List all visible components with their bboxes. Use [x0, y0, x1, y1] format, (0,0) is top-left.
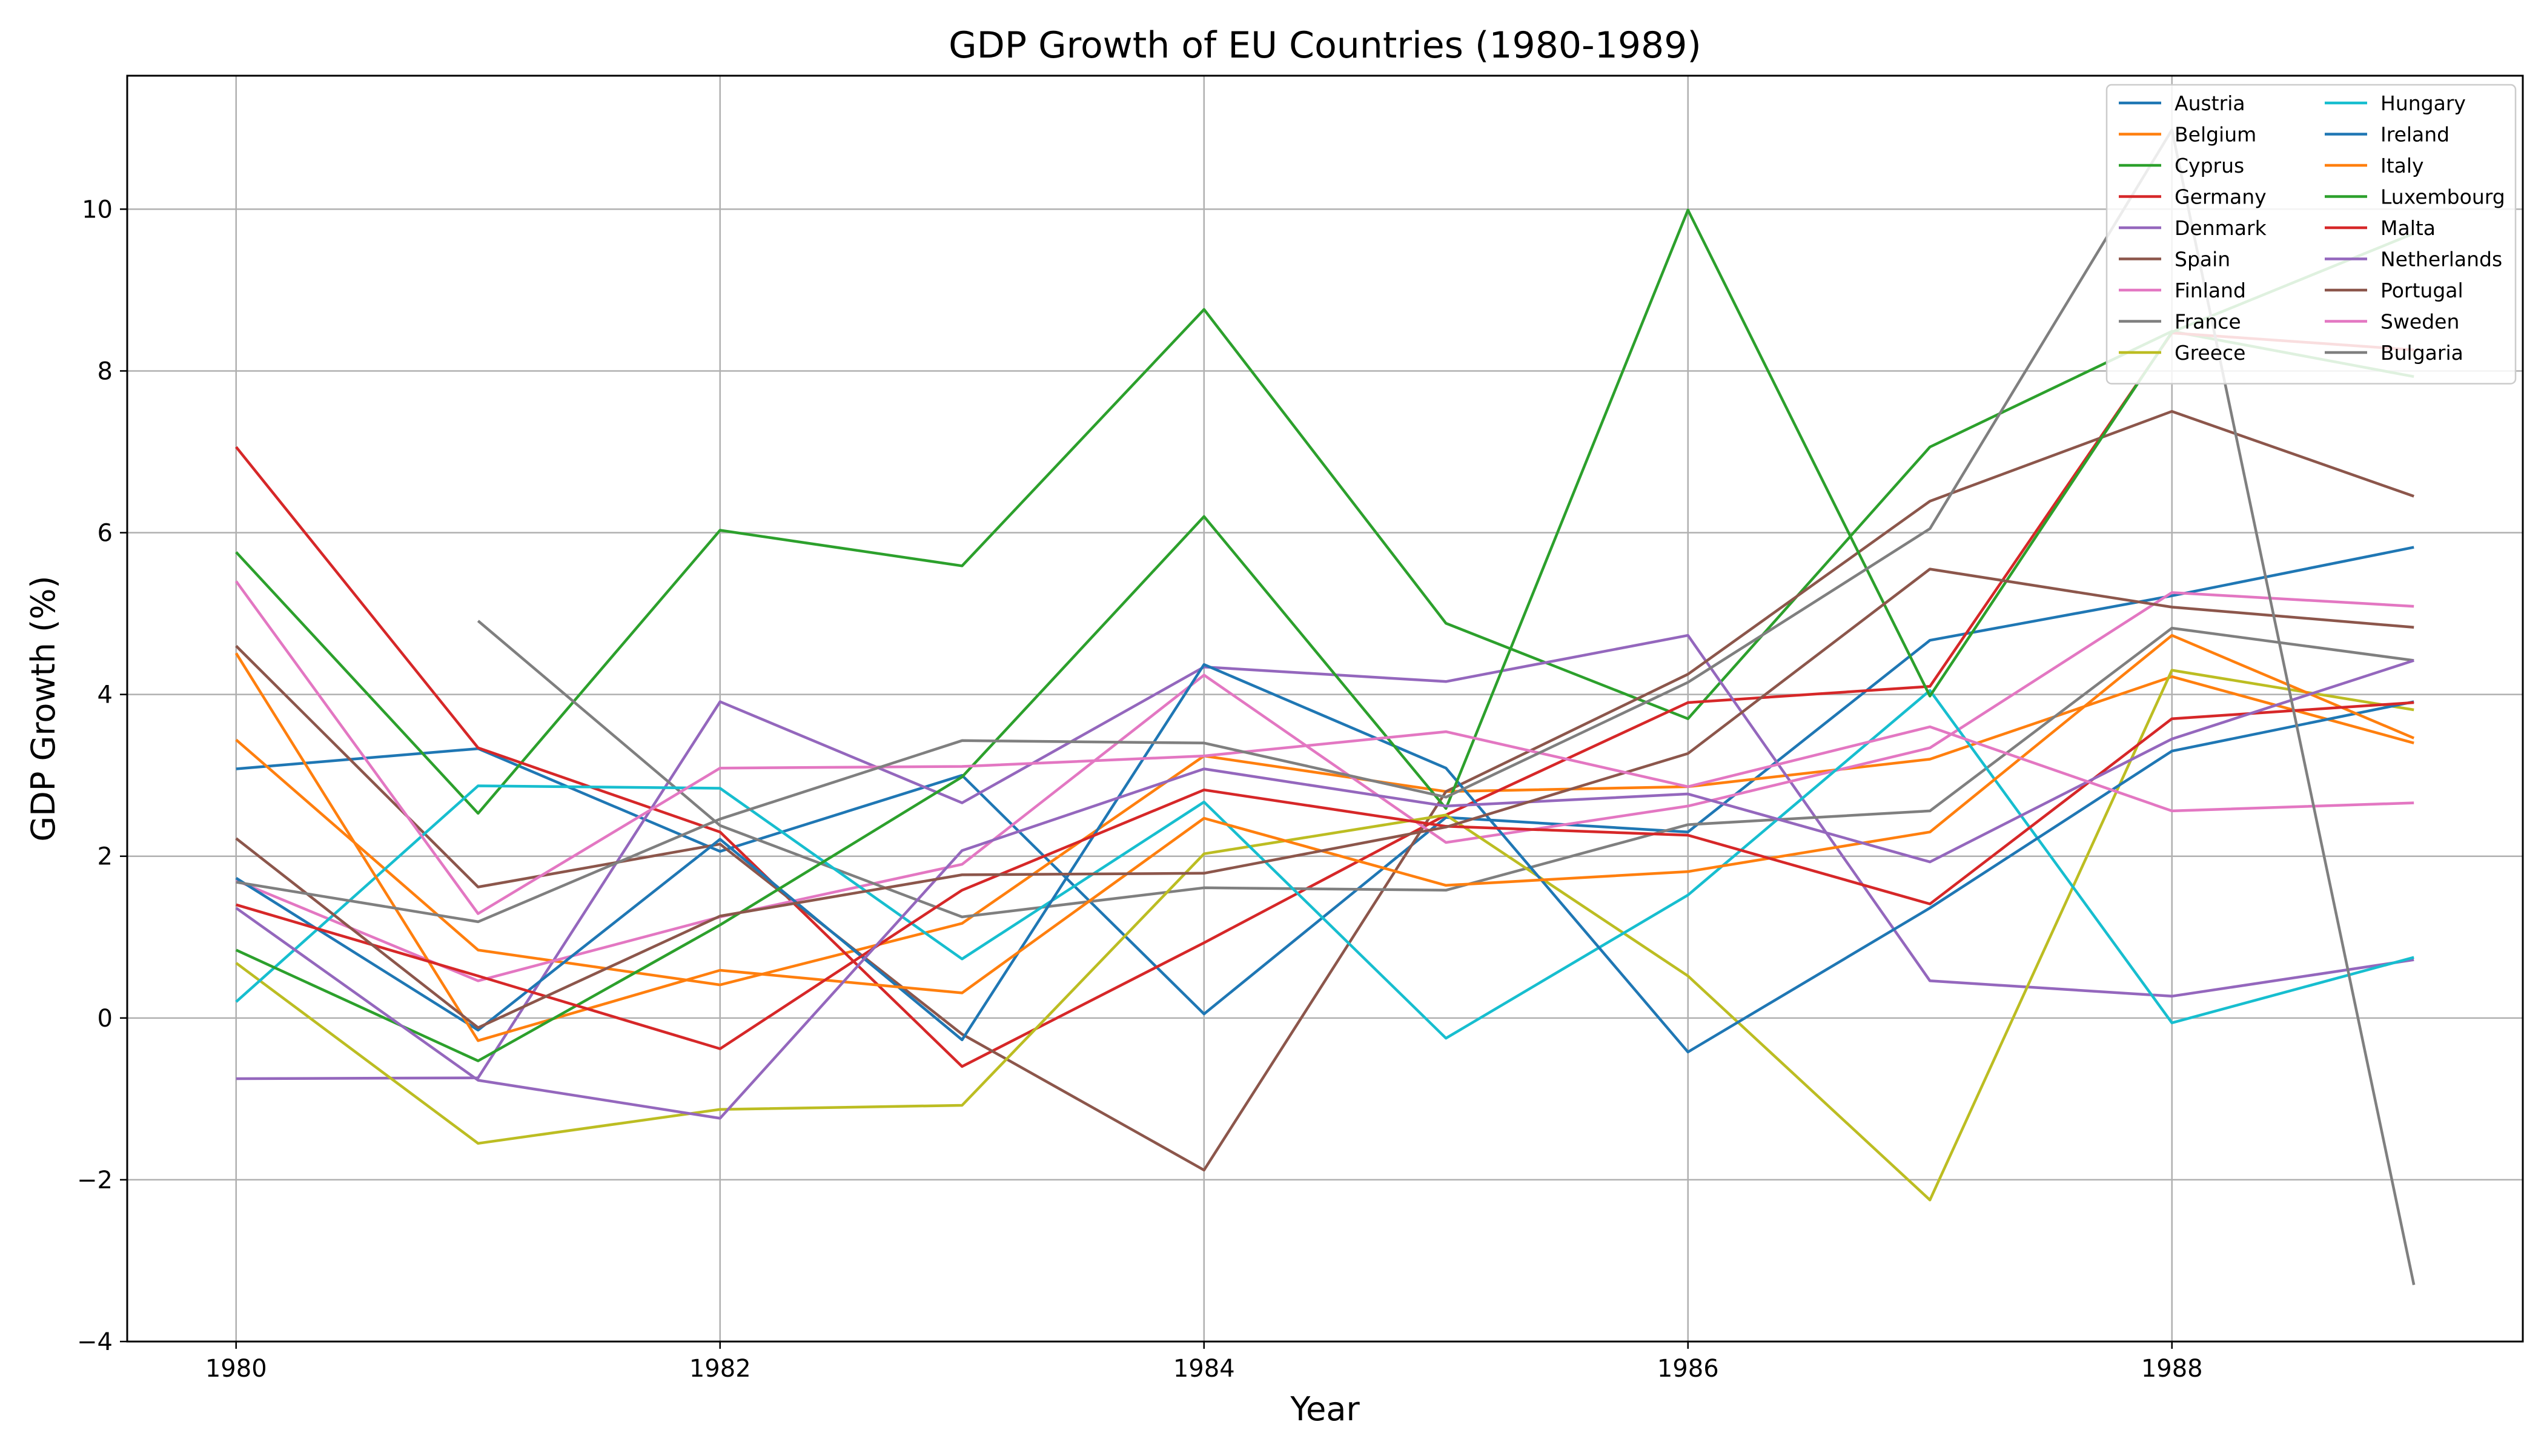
- legend-label: Hungary: [2380, 91, 2466, 115]
- legend-label: Greece: [2175, 341, 2245, 365]
- legend-label: Austria: [2175, 91, 2245, 115]
- series-line-ireland: [235, 663, 2414, 1054]
- series-line-france: [477, 620, 2414, 919]
- x-tick-label: 1984: [1173, 1355, 1235, 1383]
- y-tick-label: 10: [82, 196, 113, 223]
- legend-label: Sweden: [2380, 310, 2459, 334]
- series-line-spain: [235, 409, 2414, 1172]
- x-tick-label: 1986: [1657, 1355, 1719, 1383]
- series-line-portugal: [235, 568, 2414, 1030]
- axis-ticks: 1980 1982 1984 1986 1988 −4 −2 0 2 4 6 8 10: [77, 196, 2203, 1383]
- y-tick-label: 2: [98, 843, 113, 871]
- x-tick-label: 1980: [205, 1355, 267, 1383]
- legend-label: Belgium: [2175, 123, 2256, 147]
- legend-label: Malta: [2380, 216, 2436, 240]
- legend-label: Ireland: [2380, 123, 2450, 147]
- legend-label: Bulgaria: [2380, 341, 2463, 365]
- y-tick-label: 6: [98, 520, 113, 548]
- x-tick-label: 1982: [689, 1355, 751, 1383]
- legend-label: France: [2175, 310, 2241, 334]
- legend-label: Luxembourg: [2380, 185, 2505, 209]
- legend-label: Netherlands: [2380, 248, 2502, 271]
- series-lines: [234, 128, 2416, 1285]
- legend-label: Spain: [2175, 248, 2230, 271]
- y-tick-label: 4: [98, 681, 113, 709]
- x-tick-label: 1988: [2141, 1355, 2203, 1383]
- legend-label: Cyprus: [2175, 154, 2244, 177]
- series-line-netherlands: [235, 659, 2414, 1120]
- series-line-finland: [235, 591, 2414, 982]
- plot-area-frame: [126, 74, 2524, 1343]
- legend-label: Germany: [2175, 185, 2267, 209]
- legend-label: Portugal: [2380, 279, 2463, 302]
- series-line-italy: [234, 634, 2415, 1042]
- legend-label: Denmark: [2175, 216, 2267, 240]
- series-line-cyprus: [235, 308, 2414, 815]
- legend: Austria Belgium Cyprus Germany Denmark Spain F…: [2105, 84, 2517, 385]
- y-tick-label: 8: [98, 357, 113, 385]
- series-line-malta: [236, 701, 2414, 1050]
- y-tick-label: 0: [98, 1005, 113, 1033]
- series-line-sweden: [234, 580, 2414, 915]
- chart-title: GDP Growth of EU Countries (1980-1989): [949, 24, 1701, 67]
- y-axis-label: GDP Growth (%): [24, 575, 62, 841]
- series-line-denmark: [236, 634, 2414, 1080]
- legend-label: Italy: [2380, 154, 2424, 177]
- y-tick-label: −4: [77, 1328, 113, 1356]
- series-line-germany: [235, 331, 2414, 1068]
- series-line-austria: [236, 546, 2414, 1016]
- legend-label: Finland: [2175, 279, 2246, 302]
- y-tick-label: −2: [77, 1166, 113, 1194]
- series-line-bulgaria: [236, 128, 2416, 1285]
- legend-box: [2105, 84, 2517, 385]
- series-line-hungary: [235, 689, 2414, 1040]
- x-axis-label: Year: [1290, 1390, 1360, 1428]
- series-line-luxembourg: [235, 208, 2415, 1062]
- series-line-greece: [235, 669, 2414, 1202]
